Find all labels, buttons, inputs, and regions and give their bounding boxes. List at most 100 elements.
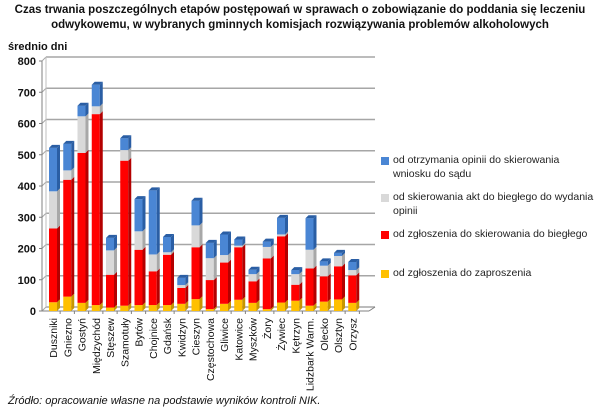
legend-item: od otrzymania opinii do skierowania wnio… [381, 153, 596, 181]
bar-top [191, 197, 203, 201]
legend-swatch [381, 231, 389, 239]
legend-swatch [381, 157, 389, 165]
bar-segment-side [114, 247, 117, 275]
bar-segment-side [156, 302, 160, 311]
bar-segment-side [171, 302, 174, 311]
bar-segment-side [199, 197, 203, 226]
bar-segment-side [142, 196, 146, 232]
bar-segment-side [342, 249, 345, 256]
bar-top [277, 214, 288, 218]
bar-segment [291, 284, 300, 301]
bar-segment-side [85, 113, 89, 153]
bar-segment-side [57, 299, 60, 311]
bar-segment-side [256, 271, 260, 282]
x-tick-label: Kętrzyn [290, 318, 302, 354]
bar-segment-side [256, 266, 260, 275]
bar-segment-side [142, 246, 146, 306]
bar-segment [248, 302, 257, 311]
bar-segment [91, 114, 100, 306]
bar-segment-side [114, 304, 117, 311]
bar-segment [205, 258, 214, 281]
y-tick-label: 500 [18, 150, 36, 162]
x-tick-label: Gdańsk [162, 317, 174, 354]
x-tick-label: Orzysz [347, 318, 359, 351]
bar-segment [49, 191, 57, 229]
bar-segment [291, 300, 300, 311]
bar-segment [248, 274, 257, 282]
bar-top [319, 258, 331, 262]
bar-top [220, 231, 231, 235]
bar-segment-side [242, 244, 246, 300]
bar-segment-side [228, 300, 231, 311]
bar-segment [248, 281, 257, 303]
bar-segment [77, 116, 86, 153]
bar-segment-side [213, 306, 217, 311]
bar-segment-side [270, 255, 274, 310]
bar-segment [334, 256, 342, 267]
bar-segment-side [299, 297, 303, 311]
bar-segment-side [57, 144, 60, 192]
bar-segment-side [342, 296, 345, 311]
bar-segment-side [128, 302, 132, 311]
y-tick-label: 700 [18, 87, 36, 99]
bar-top [63, 140, 75, 144]
bar-segment-side [342, 253, 345, 267]
bar-segment [277, 234, 285, 237]
bar-segment [191, 225, 200, 248]
x-tick-label: Gostyń [77, 318, 89, 351]
bar-segment [262, 241, 271, 247]
bar-segment-side [285, 233, 288, 303]
bar-segment-side [299, 271, 303, 285]
bar-top [77, 102, 89, 106]
bar-segment-side [71, 167, 75, 180]
bar-segment-side [313, 215, 317, 250]
bar-segment [134, 305, 143, 311]
bar-segment-side [285, 299, 288, 311]
bar-segment [319, 276, 328, 302]
chart-title-line2: odwykowemu, w wybranych gminnych komisja… [51, 19, 549, 31]
y-tick-label: 600 [18, 119, 36, 131]
legend-item: od zgłoszenia do zaproszenia [381, 266, 596, 280]
bar-segment-side [199, 244, 203, 300]
bar-segment [291, 270, 300, 275]
bar-segment [262, 258, 271, 310]
bar-segment [234, 245, 243, 248]
bar-segment [163, 252, 171, 255]
x-tick-label: Stęszew [105, 318, 117, 358]
bar-segment-side [99, 81, 103, 107]
bar-segment-side [313, 302, 317, 311]
bar-segment [63, 179, 72, 297]
bar-segment-side [327, 298, 331, 311]
bar-segment [305, 249, 314, 269]
bar-top [177, 274, 189, 278]
x-tick-label: Olsztyn [333, 318, 345, 353]
bar-segment-side [285, 231, 288, 237]
bar-segment-side [270, 238, 274, 247]
bar-segment-side [228, 231, 231, 256]
bar-segment-side [228, 252, 231, 263]
bar-segment [262, 246, 271, 259]
bar-segment-side [242, 242, 246, 248]
bar-segment [148, 305, 157, 311]
y-tick-label: 200 [18, 244, 36, 256]
bar-segment-side [299, 267, 303, 275]
bar-segment [49, 302, 57, 311]
bar-top [348, 258, 360, 262]
bar-segment [77, 105, 86, 117]
bar-segment-side [313, 265, 317, 306]
bar-segment [262, 309, 271, 311]
bar-segment-side [185, 274, 189, 286]
bar-segment [334, 266, 342, 300]
legend: od otrzymania opinii do skierowania wnio… [381, 153, 596, 289]
legend-label: od otrzymania opinii do skierowania wnio… [393, 154, 560, 180]
bar-top [248, 266, 260, 270]
bar-segment [163, 254, 171, 306]
bar-segment [163, 236, 171, 253]
gridline-depth [41, 119, 47, 124]
bar-segment [220, 303, 228, 311]
bar-segment [305, 218, 314, 250]
bar-segment [234, 239, 243, 246]
bar-top [134, 196, 146, 200]
bar-segment-side [128, 157, 132, 306]
